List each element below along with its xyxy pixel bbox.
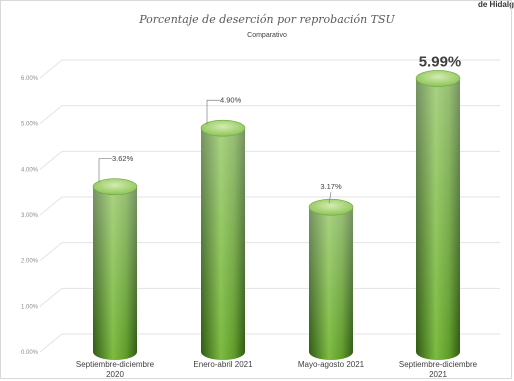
x-category-label: Mayo-agosto 2021 <box>298 360 365 369</box>
y-tick-label: 5.00% <box>21 122 39 128</box>
y-tick-label: 6.00% <box>21 76 39 82</box>
leader-line <box>206 99 220 125</box>
chart-subtitle: Comparativo <box>247 32 287 39</box>
y-tick-label: 2.00% <box>21 259 39 265</box>
bar <box>92 178 138 360</box>
bar <box>308 198 354 360</box>
bar <box>415 70 461 360</box>
data-label: 5.99% <box>419 53 462 70</box>
y-tick-label: 4.00% <box>21 167 39 173</box>
gridline <box>39 59 500 79</box>
x-category-label: Enero-abril 2021 <box>193 360 253 369</box>
x-category-label: Septiembre-diciembre 2020 <box>76 360 155 379</box>
x-category-label: Septiembre-diciembre 2021 <box>399 360 478 379</box>
leader-line <box>328 192 332 204</box>
leader-line <box>98 158 112 183</box>
header-corner-text: de Hidalg <box>477 0 514 9</box>
y-tick-label: 3.00% <box>21 213 39 219</box>
chart-title: Porcentaje de deserción por reprobación … <box>138 13 395 26</box>
y-tick-label: 0.00% <box>21 350 39 356</box>
data-label: 3.17% <box>320 182 342 191</box>
data-label: 3.62% <box>112 154 134 163</box>
bar <box>200 119 246 360</box>
y-tick-label: 1.00% <box>21 304 39 310</box>
data-label: 4.90% <box>220 96 242 105</box>
